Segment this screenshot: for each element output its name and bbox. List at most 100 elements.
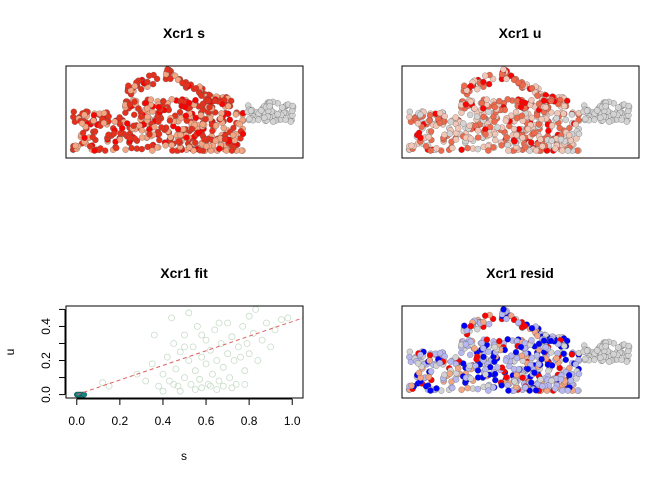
embedding-point: [473, 113, 481, 120]
fit-point: [206, 346, 214, 354]
x-axis: 0.0 0.2 0.4 0.6 0.8 1.0: [68, 398, 301, 428]
panel-xcr1-resid: Xcr1 resid: [401, 265, 640, 399]
embedding-point: [158, 124, 165, 131]
embedding-point: [568, 351, 576, 358]
embedding-points-s: [69, 66, 297, 154]
embedding-point: [625, 102, 632, 110]
embedding-point: [192, 114, 200, 122]
embedding-point: [557, 376, 565, 383]
embedding-point: [542, 344, 549, 351]
fit-point: [234, 343, 242, 351]
embedding-point: [572, 121, 579, 128]
embedding-point: [174, 125, 182, 133]
fit-point: [252, 305, 260, 313]
embedding-point: [535, 361, 542, 368]
embedding-point: [464, 384, 471, 392]
fit-point: [224, 319, 232, 327]
embedding-point: [177, 131, 184, 139]
embedding-point: [491, 343, 498, 351]
embedding-point: [485, 80, 493, 88]
embedding-point: [467, 338, 474, 345]
embedding-point: [568, 111, 576, 118]
embedding-point: [147, 96, 155, 103]
embedding-point: [149, 80, 157, 88]
fit-point: [159, 387, 167, 395]
embedding-point: [500, 66, 507, 73]
embedding-point: [110, 130, 118, 137]
embedding-point: [169, 147, 176, 154]
embedding-point: [572, 361, 579, 368]
embedding-point: [105, 131, 112, 138]
embedding-point: [224, 110, 231, 117]
embedding-point: [566, 364, 573, 372]
embedding-point: [547, 97, 555, 105]
embedding-point: [467, 135, 474, 142]
embedding-point: [504, 336, 511, 343]
y-tick-label: 0.0: [39, 386, 53, 403]
embedding-point: [100, 109, 108, 117]
embedding-point: [491, 130, 499, 138]
embedding-point: [464, 144, 471, 152]
embedding-point: [491, 370, 499, 378]
fit-point: [254, 357, 262, 364]
embedding-point: [426, 352, 434, 359]
embedding-point: [474, 385, 481, 393]
embedding-point: [556, 364, 563, 372]
embedding-point: [220, 124, 227, 132]
embedding-point: [564, 147, 572, 154]
embedding-point: [452, 354, 459, 361]
embedding-point: [528, 139, 535, 146]
embedding-point: [447, 358, 454, 365]
embedding-point: [131, 135, 138, 142]
embedding-point: [192, 139, 199, 146]
embedding-point: [167, 75, 174, 83]
embedding-point: [522, 144, 529, 151]
embedding-point: [559, 147, 566, 154]
embedding-point: [474, 367, 482, 374]
fit-point: [241, 380, 249, 388]
x-tick-label: 0.0: [68, 414, 85, 428]
embedding-point: [618, 356, 625, 363]
fit-point: [105, 382, 113, 390]
embedding-point: [460, 360, 467, 367]
embedding-point: [119, 125, 126, 132]
fit-point: [226, 374, 234, 382]
fit-point: [202, 336, 210, 344]
embedding-point: [517, 103, 525, 111]
embedding-point: [521, 339, 529, 347]
embedding-point: [144, 78, 151, 86]
embedding-point: [155, 103, 162, 111]
embedding-point: [447, 118, 454, 125]
embedding-point: [564, 387, 572, 394]
embedding-point: [258, 107, 265, 114]
embedding-point: [528, 114, 536, 122]
embedding-point: [128, 144, 135, 152]
embedding-point: [422, 143, 430, 150]
embedding-point: [149, 147, 156, 154]
embedding-point: [146, 131, 153, 138]
embedding-point: [567, 377, 574, 384]
fit-point: [148, 360, 156, 368]
panel-title-u: Xcr1 u: [499, 25, 542, 41]
embedding-point: [467, 98, 474, 105]
fit-point: [172, 365, 180, 373]
embedding-point: [540, 337, 548, 344]
embedding-point: [230, 131, 237, 139]
embedding-point: [605, 358, 613, 365]
embedding-point: [625, 342, 632, 350]
embedding-point: [498, 142, 505, 149]
embedding-point: [559, 387, 566, 394]
embedding-point: [199, 100, 207, 107]
fit-point: [170, 340, 178, 347]
fit-point: [165, 377, 173, 385]
embedding-point: [511, 378, 518, 385]
embedding-point: [426, 117, 433, 124]
embedding-point: [562, 356, 569, 363]
embedding-point: [482, 131, 489, 138]
embedding-point: [183, 134, 190, 141]
fit-point: [191, 386, 199, 393]
fit-point: [176, 387, 184, 395]
embedding-point: [515, 319, 522, 326]
embedding-point: [485, 320, 493, 328]
fit-point: [159, 370, 167, 378]
